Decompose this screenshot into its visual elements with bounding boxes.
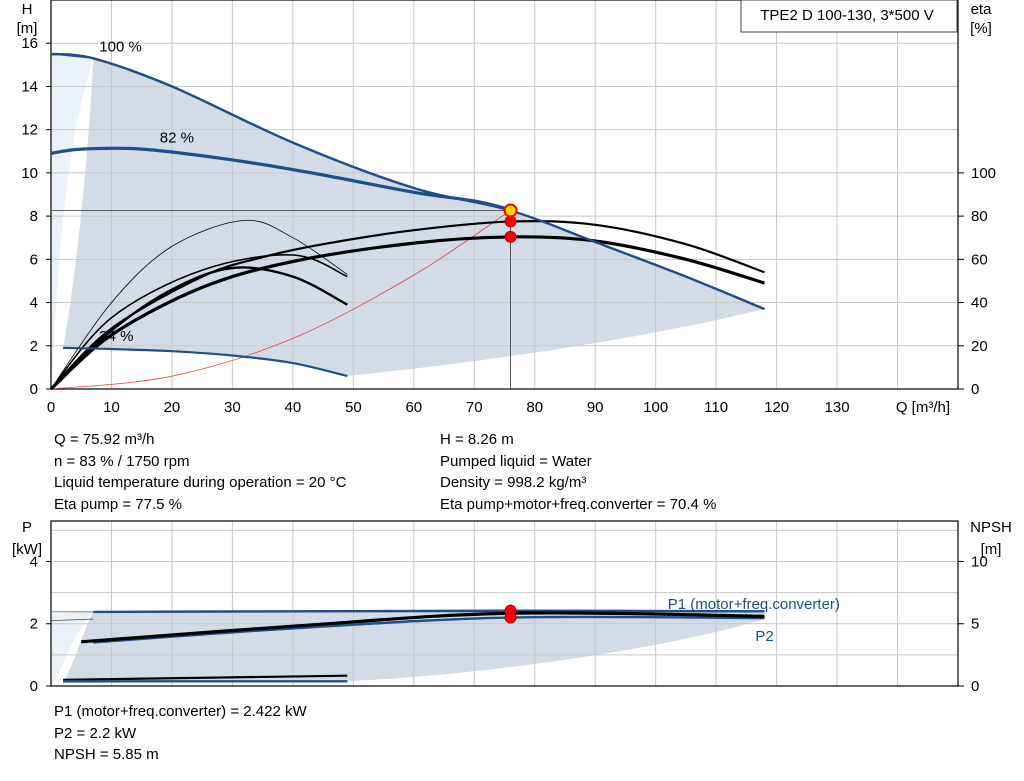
x-tick-label: 50 [345,399,362,416]
x-tick-label: 30 [224,399,241,416]
x-tick-label: 10 [103,399,120,416]
readout-left: Q = 75.92 m³/h n = 83 % / 1750 rpm Liqui… [54,429,346,515]
y-tick-label-right: 0 [971,678,979,695]
y-tick-label-left: 2 [30,338,38,355]
speed-label: 34 % [99,328,133,345]
power-light-region [51,611,94,686]
power-curve-p1 [93,609,765,614]
x-tick-label: 120 [764,399,789,416]
readout-npsh: NPSH = 5.85 m [54,746,159,763]
light-region [51,54,94,390]
y-tick-label-right: 20 [971,338,988,355]
efficiency-curve [50,266,348,390]
npsh-curve [81,611,765,644]
efficiency-curve [50,254,348,390]
readout-liquid: Pumped liquid = Water [440,452,592,470]
readout-power: P1 (motor+freq.converter) = 2.422 kW P2 … [54,701,307,766]
y-tick-label-left: 6 [30,251,38,268]
legend-p2: P2 [755,628,773,645]
y-tick-label-left: 8 [30,208,38,225]
x-tick-label: 100 [643,399,668,416]
readout-temperature: Liquid temperature during operation = 20… [54,474,347,491]
y-tick-label-right: 80 [971,208,988,225]
efficiency-curve [50,219,765,390]
power-curve-34 [63,674,348,681]
y-tick-label-right: 40 [971,295,988,312]
y-tick-label-right: 5 [971,616,979,633]
plot-frame [50,520,959,687]
y-tick-label-left: 12 [21,122,38,139]
efficiency-curve [50,219,348,390]
readout-density: Density = 998.2 kg/m³ [440,474,587,491]
y-axis-label-right-unit: [m] [981,541,1002,558]
duty-marker-eta-pump [504,215,517,228]
head-curve [63,346,348,378]
y-tick-label-left: 14 [21,78,38,95]
efficiency-curve [49,235,765,391]
legend-p1: P1 (motor+freq.converter) [668,596,840,613]
speed-label: 82 % [160,129,194,146]
y-tick-label-left: 0 [30,678,38,695]
y-axis-label-right-unit: [%] [970,20,992,37]
y-tick-label-left: 0 [30,381,38,398]
readout-head: H = 8.26 m [440,431,514,448]
y-tick-label-right: 100 [971,165,996,182]
readout-eta-pump: Eta pump = 77.5 % [54,495,182,513]
duty-marker-eta-total [504,230,517,243]
x-tick-label: 80 [526,399,543,416]
readout-p1: P1 (motor+freq.converter) = 2.422 kW [54,703,307,720]
x-tick-label: 90 [587,399,604,416]
y-tick-label-right: 10 [971,553,988,570]
head-curve-extension [50,148,82,154]
plot-frame [50,0,959,390]
readout-right: H = 8.26 m Pumped liquid = Water Density… [440,429,716,515]
y-axis-label-left: H [22,1,33,18]
p2-extension [50,618,94,622]
x-tick-label: 110 [704,399,728,416]
y-axis-label-right: eta [971,1,993,18]
x-tick-label: 0 [47,399,55,416]
readout-speed: n = 83 % / 1750 rpm [54,452,190,470]
x-tick-label: 20 [164,399,181,416]
y-tick-label-left: 10 [21,165,38,182]
x-tick-label: 60 [405,399,422,416]
head-curve [50,52,765,311]
x-tick-label: 40 [285,399,302,416]
y-axis-label-right: NPSH [970,519,1012,536]
y-axis-label-left-unit: [kW] [12,541,42,558]
system-curve [50,210,511,390]
y-tick-label-right: 60 [971,251,988,268]
y-tick-label-left: 4 [30,553,38,570]
power-curve-p2 [93,615,765,644]
head-curve-extension [50,53,94,59]
y-tick-label-left: 4 [30,295,38,312]
speed-label: 100 % [99,39,142,56]
duty-marker-head [503,203,518,218]
y-axis-label-left-unit: [m] [17,20,38,37]
chart-title: TPE2 D 100-130, 3*500 V [760,7,933,24]
readout-p2: P2 = 2.2 kW [54,724,137,742]
x-axis-label: Q [m³/h] [896,399,950,416]
title-box [740,0,958,33]
y-tick-label-left: 2 [30,616,38,633]
readout-eta-total: Eta pump+motor+freq.converter = 70.4 % [440,495,717,513]
y-axis-label-left: P [22,519,32,536]
readout-flow: Q = 75.92 m³/h [54,431,155,448]
duty-marker-p2 [504,611,517,624]
x-tick-label: 130 [825,399,850,416]
y-tick-label-left: 16 [21,35,38,52]
y-tick-label-right: 0 [971,381,979,398]
head-curve [50,146,511,212]
x-tick-label: 70 [466,399,483,416]
